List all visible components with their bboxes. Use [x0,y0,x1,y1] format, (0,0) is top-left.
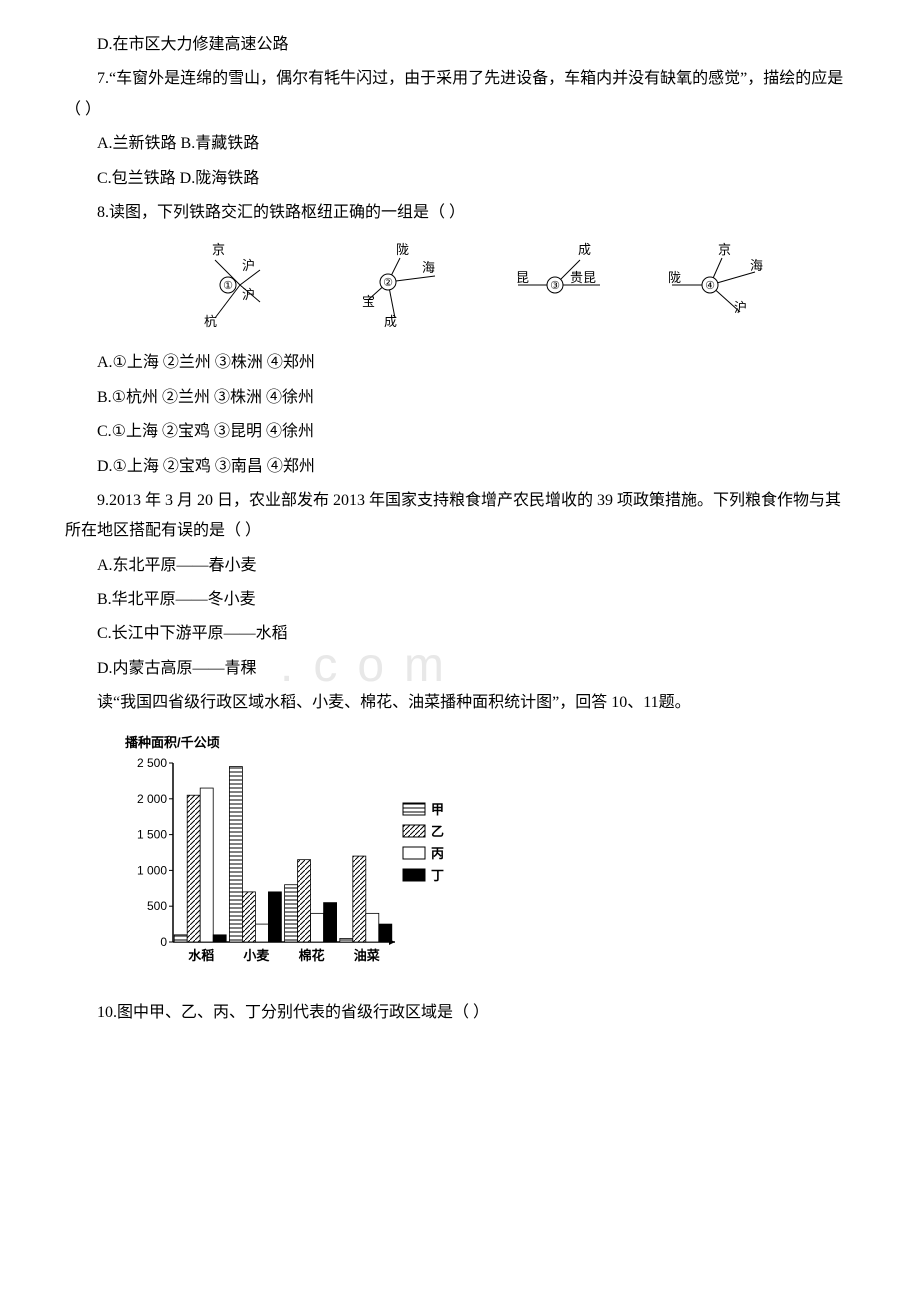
q7-option-ab: A.兰新铁路 B.青藏铁路 [65,129,855,159]
svg-text:成: 成 [384,314,397,329]
svg-text:海: 海 [422,260,435,275]
svg-text:陇: 陇 [396,242,409,257]
q10-stem: 10.图中甲、乙、丙、丁分别代表的省级行政区域是（ ） [65,998,855,1028]
q8-option-d: D.①上海 ②宝鸡 ③南昌 ④郑州 [65,452,855,482]
junction-num: ① [223,280,233,292]
svg-text:京: 京 [718,242,731,257]
svg-text:②: ② [383,277,393,289]
svg-text:小麦: 小麦 [243,948,270,963]
junction-3: ③ 成 昆 贵昆 [500,240,620,330]
q9-option-a: A.东北平原——春小麦 [65,551,855,581]
q8-option-c: C.①上海 ②宝鸡 ③昆明 ④徐州 [65,417,855,447]
q9-stem: 9.2013 年 3 月 20 日，农业部发布 2013 年国家支持粮食增产农民… [65,486,855,547]
svg-text:丙: 丙 [431,846,444,861]
svg-text:昆: 昆 [516,270,529,285]
crop-area-chart: 播种面积/千公顷 0 500 1 000 1 500 2 000 2 500 水稻 小麦 棉花 油… [125,731,855,982]
q6-option-d: D.在市区大力修建高速公路 [65,30,855,60]
svg-text:沪: 沪 [734,300,747,315]
q8-option-a: A.①上海 ②兰州 ③株洲 ④郑州 [65,348,855,378]
svg-text:500: 500 [147,900,167,914]
chart-intro: 读“我国四省级行政区域水稻、小麦、棉花、油菜播种面积统计图”，回答 10、11题… [65,688,855,718]
svg-text:宝: 宝 [362,294,375,309]
q9-option-d: D.内蒙古高原——青稞 [65,654,855,684]
svg-text:1 500: 1 500 [137,828,167,842]
svg-text:2 500: 2 500 [137,756,167,770]
svg-text:④: ④ [705,280,715,292]
svg-text:陇: 陇 [668,270,681,285]
q9-option-b: B.华北平原——冬小麦 [65,585,855,615]
svg-text:沪: 沪 [242,258,255,273]
svg-text:贵昆: 贵昆 [570,270,596,285]
svg-text:2 000: 2 000 [137,792,167,806]
junction-1: ① 京 沪 沪 杭 [180,240,300,330]
q8-option-b: B.①杭州 ②兰州 ③株洲 ④徐州 [65,383,855,413]
svg-text:京: 京 [212,242,225,257]
chart-svg: 0 500 1 000 1 500 2 000 2 500 水稻 小麦 棉花 油菜 甲乙丙丁 [125,755,465,970]
svg-text:棉花: 棉花 [299,948,325,963]
svg-text:沪: 沪 [242,287,255,302]
svg-text:杭: 杭 [204,314,217,329]
svg-text:海: 海 [750,258,763,273]
svg-text:成: 成 [578,242,591,257]
junction-2: ② 陇 海 宝 成 [340,240,460,330]
q8-stem: 8.读图，下列铁路交汇的铁路枢纽正确的一组是（ ） [65,198,855,228]
svg-text:0: 0 [160,935,167,949]
svg-text:丁: 丁 [431,868,444,883]
svg-text:③: ③ [550,280,560,292]
q7-option-cd: C.包兰铁路 D.陇海铁路 [65,164,855,194]
svg-text:油菜: 油菜 [354,948,380,963]
q9-option-c: C.长江中下游平原——水稻 [65,619,855,649]
railway-junction-diagram: ① 京 沪 沪 杭 ② 陇 海 宝 成 ③ 成 昆 贵昆 ④ 京 陇 海 沪 [65,240,855,330]
svg-text:水稻: 水稻 [188,948,214,963]
q7-stem: 7.“车窗外是连绵的雪山，偶尔有牦牛闪过，由于采用了先进设备，车箱内并没有缺氧的… [65,64,855,125]
svg-text:1 000: 1 000 [137,864,167,878]
svg-text:甲: 甲 [431,802,444,817]
junction-4: ④ 京 陇 海 沪 [660,240,780,330]
chart-title: 播种面积/千公顷 [125,731,855,756]
svg-text:乙: 乙 [431,824,444,839]
